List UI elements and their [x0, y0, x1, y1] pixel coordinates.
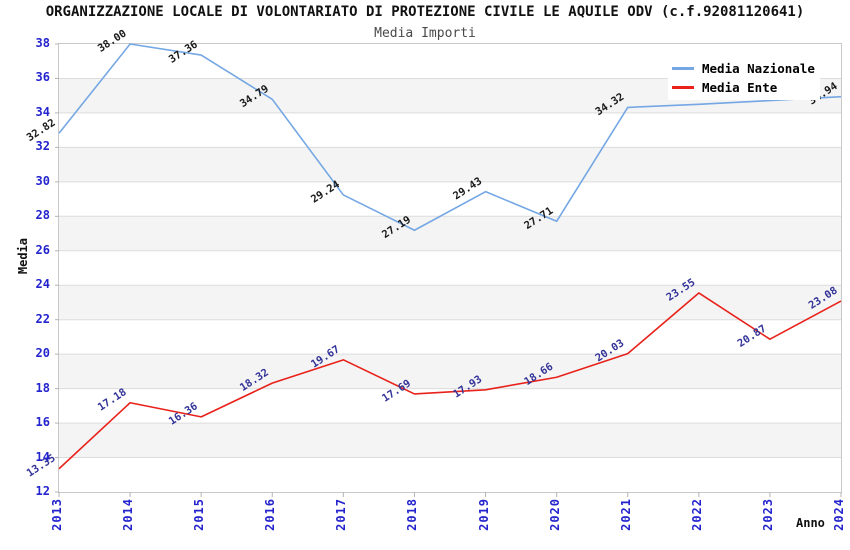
y-tick-label: 32 — [35, 139, 50, 154]
x-tick-label: 2024 — [832, 498, 846, 531]
y-tick-label: 16 — [35, 415, 50, 430]
legend-item-media-nazionale: Media Nazionale — [672, 59, 820, 78]
y-tick-label: 38 — [35, 36, 50, 50]
y-tick-label: 20 — [35, 346, 50, 361]
legend-item-media-ente: Media Ente — [672, 78, 820, 97]
plot-band — [59, 388, 841, 424]
x-tick-label: 2022 — [689, 498, 704, 531]
y-axis-title: Media — [16, 238, 30, 275]
plot-band — [59, 423, 841, 458]
chart-title: ORGANIZZAZIONE LOCALE DI VOLONTARIATO DI… — [45, 4, 805, 20]
chart-subtitle: Media Importi — [374, 26, 476, 41]
y-tick-label: 18 — [35, 380, 50, 395]
series-line-media-nazionale — [58, 43, 842, 232]
x-tick-label: 2018 — [405, 498, 420, 531]
series-line-media-ente — [58, 292, 842, 470]
y-tick-label: 34 — [35, 104, 50, 119]
plot-band — [59, 112, 841, 148]
legend-line-swatch-red — [672, 86, 694, 89]
x-tick-label: 2017 — [334, 498, 349, 531]
plot-band — [59, 216, 841, 251]
y-tick-label: 14 — [35, 449, 50, 464]
legend-line-swatch-blue — [672, 67, 694, 70]
legend: Media Nazionale Media Ente — [668, 56, 820, 100]
x-tick-label: 2015 — [192, 498, 207, 531]
plot-band — [59, 250, 841, 286]
plot-band — [59, 319, 841, 355]
x-tick-label: 2020 — [547, 498, 562, 531]
y-tick-label: 12 — [35, 484, 50, 498]
y-tick-label: 24 — [35, 277, 50, 292]
plot-band — [59, 457, 841, 492]
y-tick-label: 28 — [35, 208, 50, 223]
plot-band — [59, 147, 841, 182]
y-tick-label: 30 — [35, 173, 50, 188]
x-tick-label: 2019 — [476, 498, 491, 531]
x-tick-label: 2013 — [50, 498, 64, 531]
legend-label-media-nazionale: Media Nazionale — [702, 61, 815, 76]
y-tick-label: 22 — [35, 311, 50, 326]
plot-area: 32.82 38.00 37.36 34.79 29.24 27.19 29.43 27.71… — [25, 27, 842, 497]
y-tick-label: 36 — [35, 70, 50, 85]
plot-band — [59, 354, 841, 389]
x-axis-title: Anno — [796, 516, 825, 530]
x-tick-label: 2014 — [121, 498, 136, 531]
legend-label-media-ente: Media Ente — [702, 80, 778, 95]
x-tick-label: 2021 — [618, 498, 633, 531]
y-tick-label: 26 — [35, 242, 50, 257]
x-tick-label: 2016 — [263, 498, 278, 531]
plot-band — [59, 285, 841, 320]
x-tick-label: 2023 — [760, 498, 775, 531]
